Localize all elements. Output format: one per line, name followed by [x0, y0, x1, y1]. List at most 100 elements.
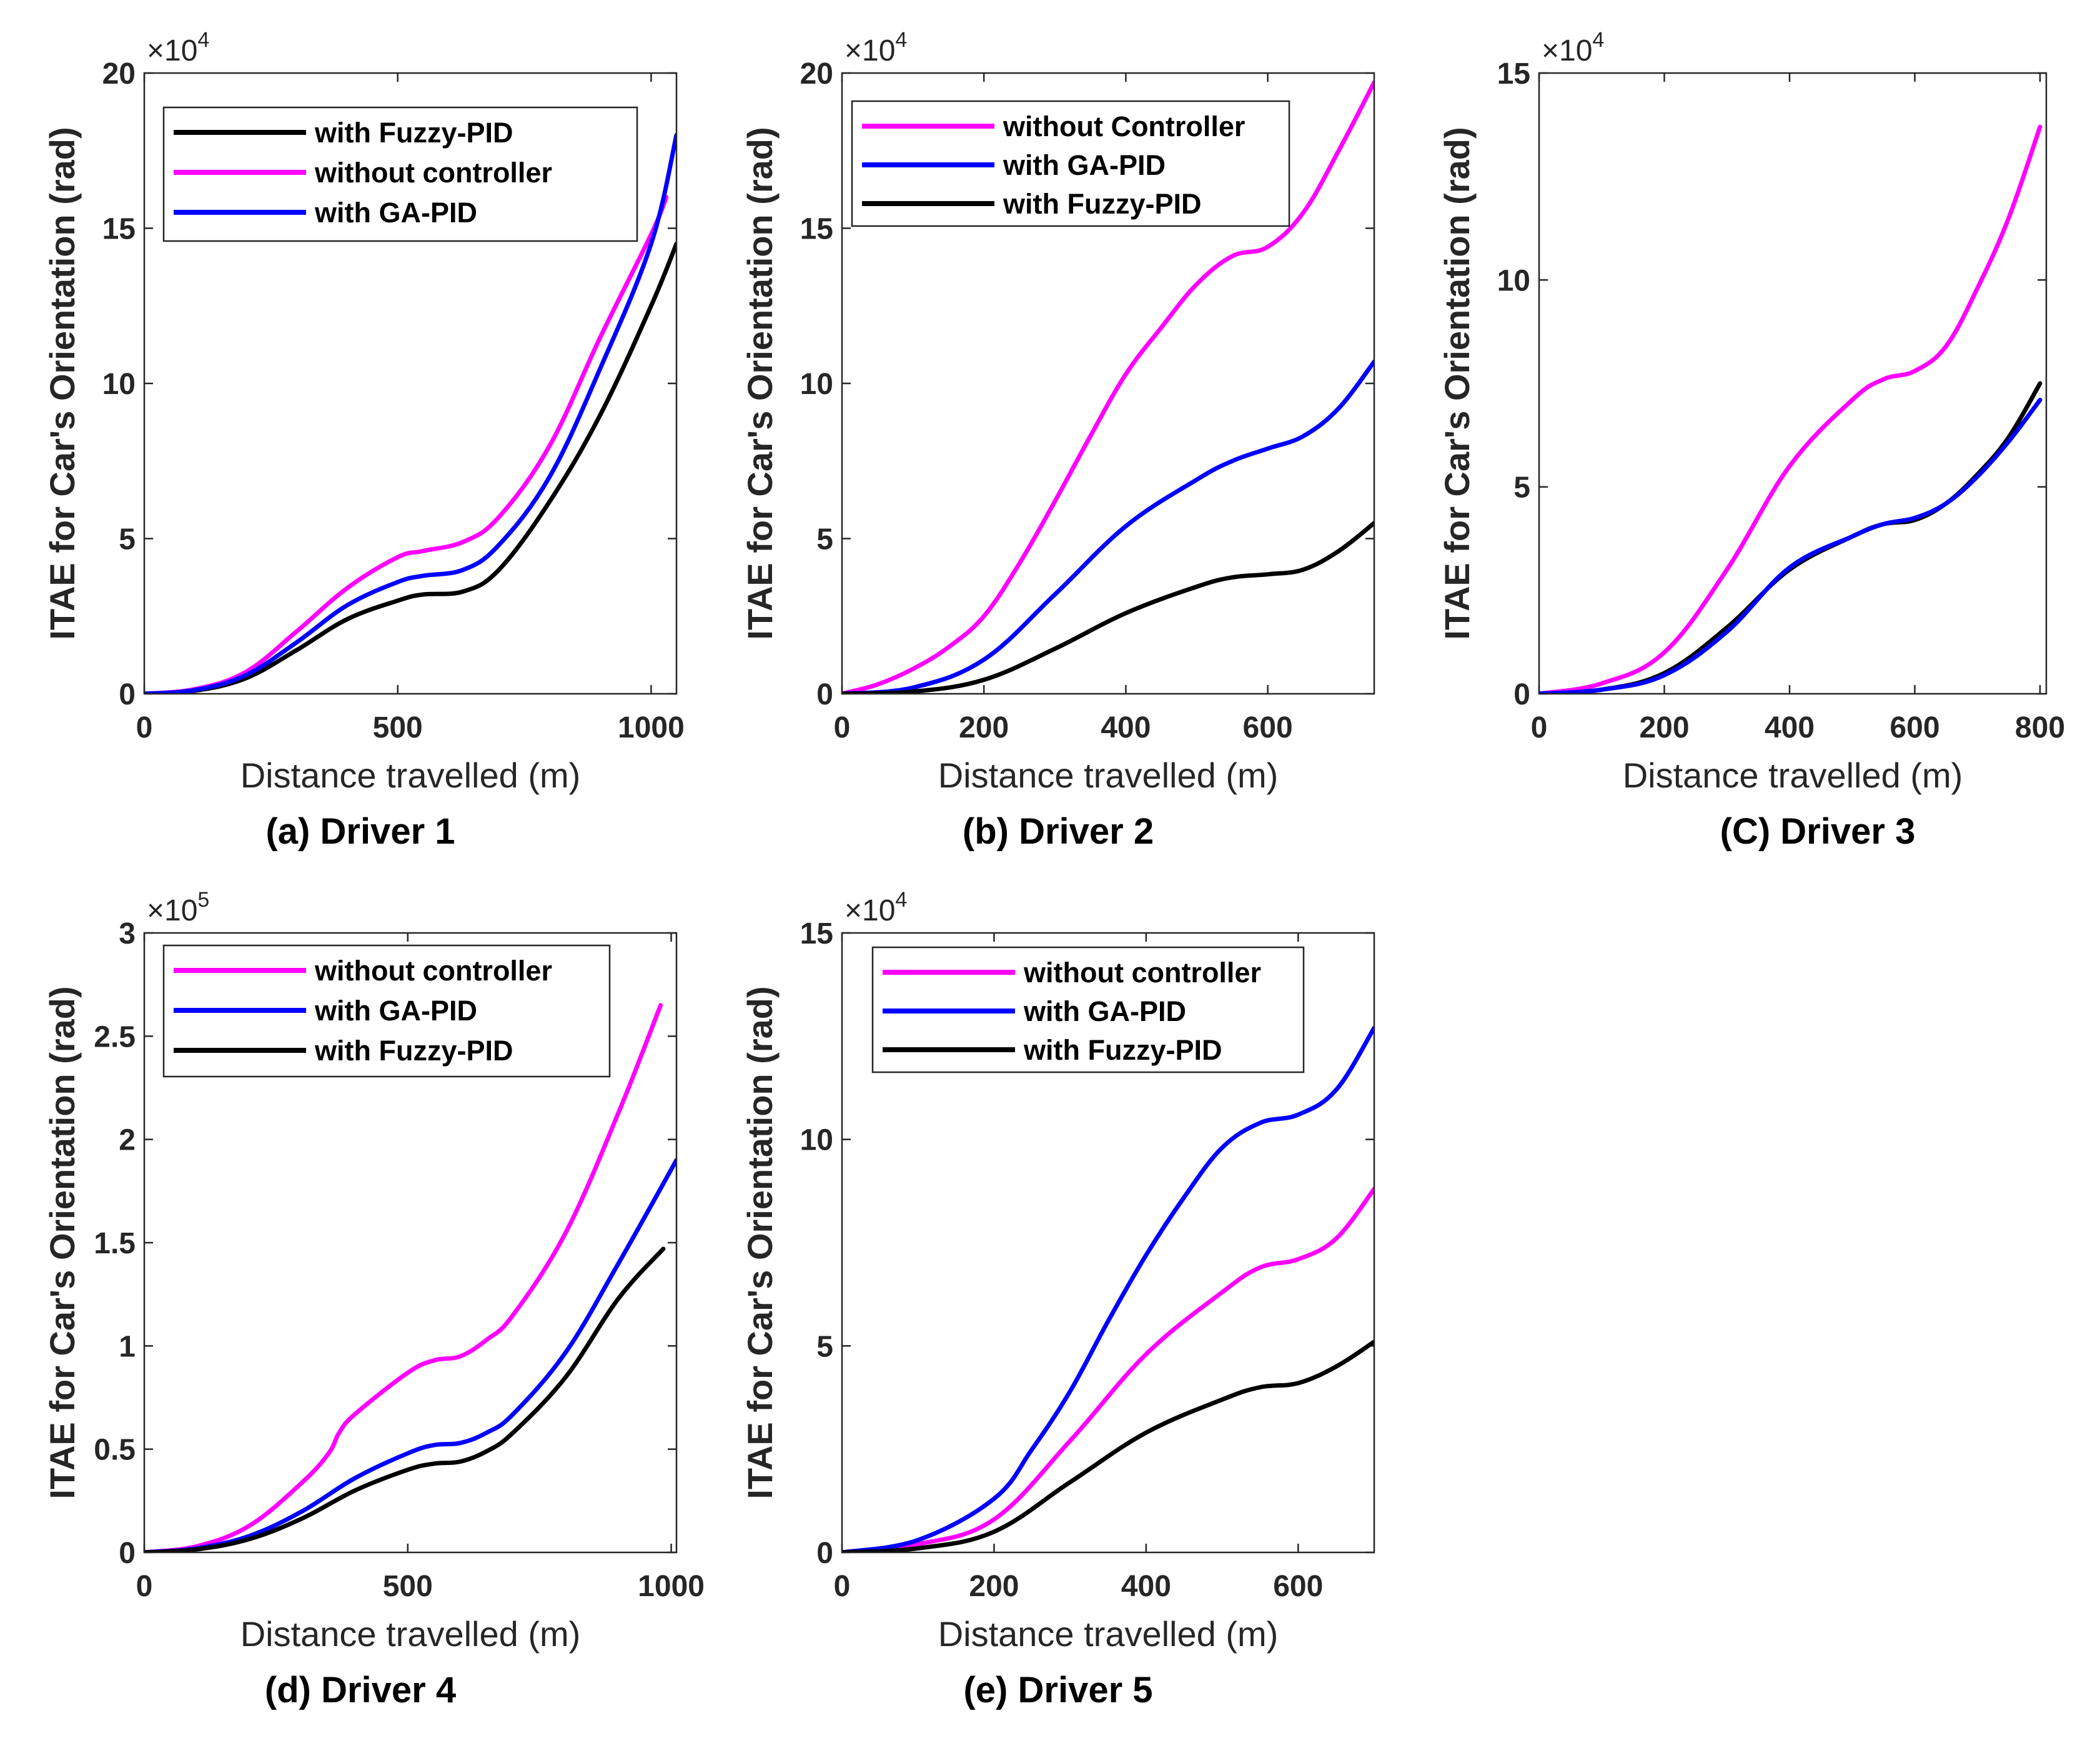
plot-area-frame [841, 932, 1375, 1554]
legend-label: with GA-PID [314, 995, 477, 1027]
series-line-without-controller [144, 195, 669, 694]
chart-panel-1: 0 500 1000 0 5 10 15 20 ×104 with Fuzzy-PID withou… [42, 28, 685, 852]
y-tick-label: 0 [119, 1537, 136, 1570]
y-axis-label: ITAE for Car's Orientation (rad) [1437, 127, 1477, 639]
series-line-with-fuzzy-pid [144, 1246, 666, 1552]
legend: with Fuzzy-PID without controller with GA-… [162, 106, 638, 242]
panel-caption: (a) Driver 1 [265, 811, 455, 852]
y-tick-label: 0 [119, 678, 136, 711]
series-line-with-ga-pid [144, 1158, 676, 1552]
x-tick-label: 800 [2015, 711, 2065, 744]
y-axis-exponent: ×104 [1542, 28, 1604, 67]
series-line-with-ga-pid [842, 359, 1374, 694]
panel-caption: (d) Driver 4 [265, 1670, 456, 1710]
legend-label: with GA-PID [1003, 149, 1166, 181]
y-tick-label: 5 [816, 1330, 833, 1363]
legend: without controller with GA-PID with Fuzzy-… [162, 944, 611, 1078]
plot-area-frame [1538, 72, 2048, 695]
y-tick-label: 10 [1497, 264, 1530, 297]
y-axis-exponent: ×104 [147, 28, 209, 67]
y-tick-label: 10 [800, 1124, 833, 1157]
x-axis-label: Distance travelled (m) [240, 1614, 581, 1654]
x-tick-label: 600 [1273, 1570, 1323, 1603]
y-tick-label: 0 [816, 678, 833, 711]
x-tick-label: 0 [1531, 711, 1548, 744]
legend-label: without controller [314, 955, 552, 987]
y-tick-label: 15 [102, 213, 136, 246]
series-line-3 [1539, 398, 2043, 694]
x-tick-label: 600 [1243, 711, 1293, 744]
chart-panel-3: 0 200 400 600 800 0 5 10 15 ×104 Distance travelle… [1437, 28, 2065, 852]
y-tick-label: 0 [816, 1537, 833, 1570]
y-tick-label: 1.5 [94, 1227, 136, 1260]
series-line-2 [1539, 381, 2043, 694]
legend-label: with GA-PID [314, 197, 477, 229]
legend-label: without controller [1023, 957, 1261, 989]
legend-label: without Controller [1003, 111, 1245, 142]
y-tick-label: 3 [119, 917, 136, 950]
series-line-with-fuzzy-pid [144, 241, 676, 694]
x-tick-label: 400 [1101, 711, 1151, 744]
legend-label: with GA-PID [1023, 995, 1186, 1027]
y-tick-label: 5 [119, 523, 136, 556]
legend-label: with Fuzzy-PID [314, 1035, 513, 1067]
x-tick-label: 1000 [638, 1570, 705, 1603]
series-line-without-controller [842, 80, 1374, 694]
y-axis-label: ITAE for Car's Orientation (rad) [740, 127, 780, 639]
y-tick-label: 1 [119, 1330, 136, 1363]
panel-caption: (b) Driver 2 [963, 811, 1154, 852]
series-line-with-ga-pid [144, 132, 676, 694]
x-tick-label: 200 [1639, 711, 1689, 744]
y-axis-exponent: ×104 [844, 888, 907, 927]
y-tick-label: 15 [1497, 57, 1530, 91]
legend-label: with Fuzzy-PID [1003, 188, 1201, 220]
chart-panel-2: 0 200 400 600 0 5 10 15 20 ×104 without Controller… [740, 28, 1375, 852]
y-axis-exponent: ×104 [844, 28, 907, 67]
x-tick-label: 400 [1121, 1570, 1171, 1603]
x-axis-label: Distance travelled (m) [938, 1614, 1279, 1654]
x-tick-label: 0 [136, 711, 153, 744]
legend: without controller with GA-PID with Fuzzy-… [871, 946, 1305, 1073]
x-tick-label: 200 [969, 1570, 1019, 1603]
legend-label: with Fuzzy-PID [1023, 1034, 1222, 1066]
y-tick-label: 2.5 [94, 1020, 136, 1053]
y-tick-label: 20 [102, 57, 136, 91]
y-tick-label: 20 [800, 57, 833, 91]
y-tick-label: 5 [1513, 471, 1530, 505]
y-axis-exponent: ×105 [147, 888, 209, 927]
y-tick-label: 2 [119, 1124, 136, 1157]
series-line-1 [1539, 124, 2043, 694]
y-tick-label: 15 [800, 213, 833, 246]
x-tick-label: 600 [1890, 711, 1939, 744]
series-line-without-controller [144, 1003, 663, 1552]
legend: without Controller with GA-PID with Fuzzy-… [851, 100, 1290, 227]
series-line-with-ga-pid [842, 1025, 1374, 1552]
series-line-without-controller [842, 1186, 1374, 1552]
x-tick-label: 1000 [618, 711, 685, 744]
y-tick-label: 10 [102, 368, 136, 401]
legend-label: without controller [314, 157, 552, 189]
x-axis-label: Distance travelled (m) [240, 756, 581, 795]
legend-label: with Fuzzy-PID [314, 117, 513, 149]
x-tick-label: 200 [959, 711, 1009, 744]
x-axis-label: Distance travelled (m) [1623, 756, 1963, 795]
x-tick-label: 400 [1765, 711, 1815, 744]
plot-area-frame [143, 72, 678, 695]
plot-area-frame [143, 932, 678, 1554]
x-tick-label: 500 [373, 711, 423, 744]
y-tick-label: 5 [816, 523, 833, 556]
y-tick-label: 0 [1513, 678, 1530, 711]
y-tick-label: 10 [800, 368, 833, 401]
y-tick-label: 15 [800, 917, 833, 950]
panel-caption: (e) Driver 5 [963, 1670, 1152, 1710]
x-tick-label: 500 [383, 1570, 433, 1603]
panel-caption: (C) Driver 3 [1720, 811, 1916, 852]
x-tick-label: 0 [136, 1570, 153, 1603]
y-axis-label: ITAE for Car's Orientation (rad) [42, 127, 82, 639]
y-axis-label: ITAE for Car's Orientation (rad) [42, 986, 82, 1499]
series-line-with-fuzzy-pid [842, 521, 1374, 694]
plot-area-frame [841, 72, 1375, 695]
